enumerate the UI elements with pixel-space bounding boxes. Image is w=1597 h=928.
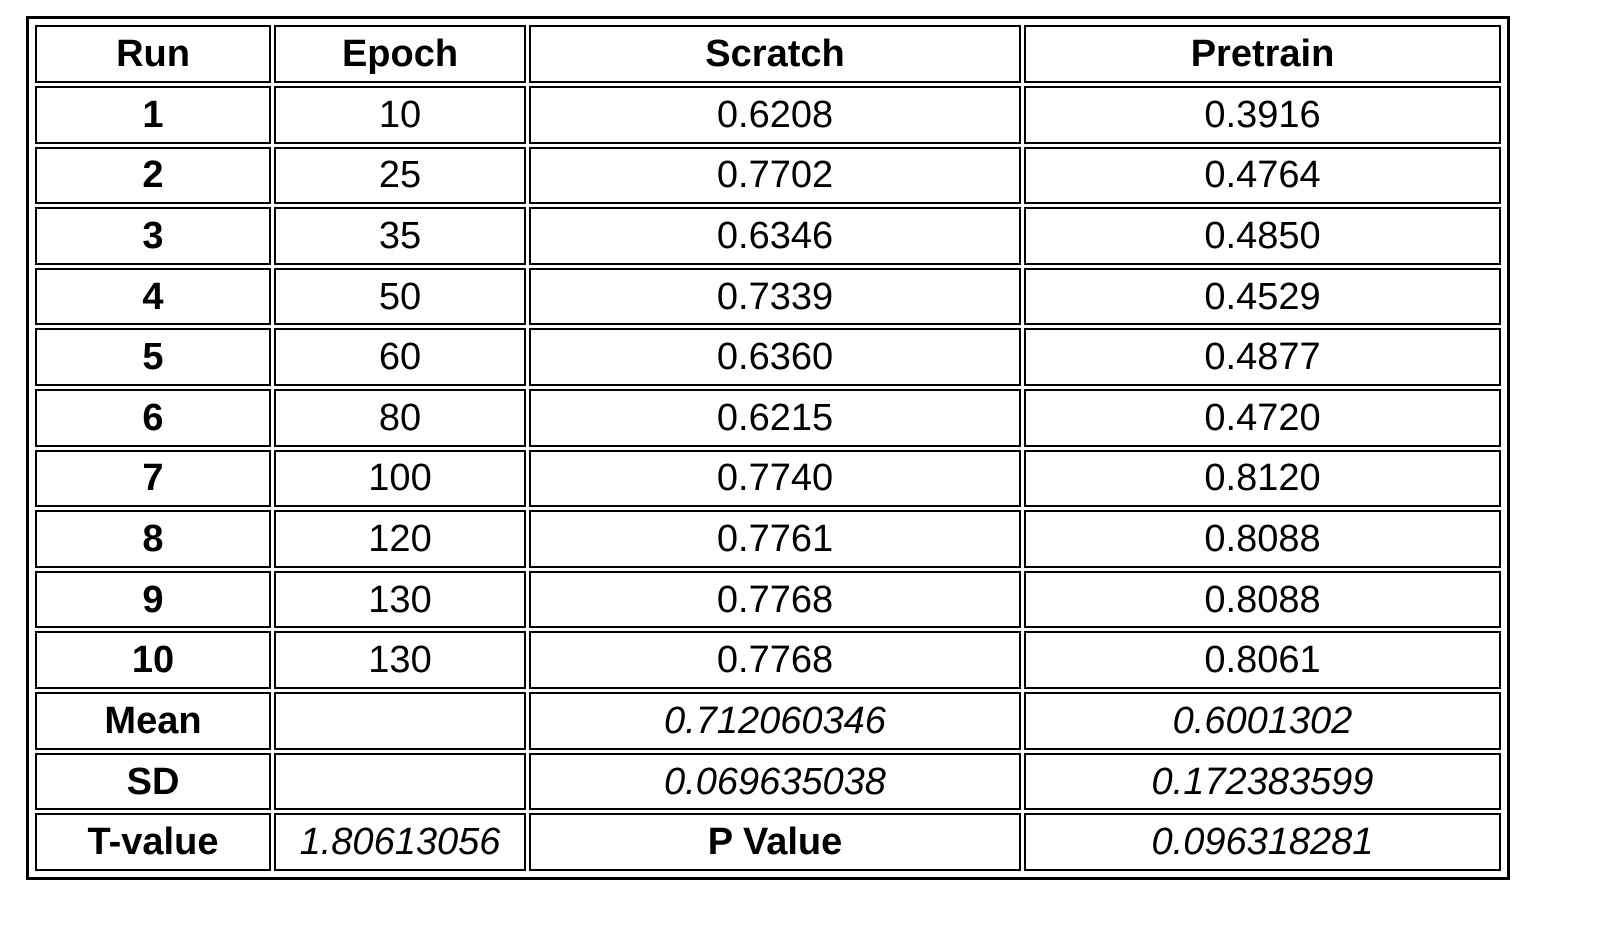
run-cell: 5 — [35, 328, 271, 387]
run-cell: 2 — [35, 146, 271, 205]
table-row: 2 25 0.7702 0.4764 — [35, 146, 1501, 205]
pretrain-cell: 0.8088 — [1024, 510, 1501, 568]
scratch-cell: 0.7740 — [529, 449, 1021, 508]
run-cell: 3 — [35, 207, 271, 265]
header-run: Run — [35, 25, 271, 83]
epoch-cell: 120 — [274, 510, 526, 568]
header-pretrain: Pretrain — [1024, 25, 1501, 83]
epoch-cell: 130 — [274, 631, 526, 690]
scratch-cell: 0.7702 — [529, 146, 1021, 205]
epoch-cell: 80 — [274, 389, 526, 447]
pretrain-cell: 0.4764 — [1024, 146, 1501, 205]
pretrain-cell: 0.4850 — [1024, 207, 1501, 265]
table-row: 9 130 0.7768 0.8088 — [35, 570, 1501, 629]
epoch-cell: 35 — [274, 207, 526, 265]
tvalue-value: 1.80613056 — [274, 813, 526, 871]
scratch-cell: 0.7768 — [529, 631, 1021, 690]
run-cell: 6 — [35, 389, 271, 447]
sd-pretrain: 0.172383599 — [1024, 752, 1501, 811]
pretrain-cell: 0.8061 — [1024, 631, 1501, 690]
mean-scratch: 0.712060346 — [529, 692, 1021, 750]
header-epoch: Epoch — [274, 25, 526, 83]
pretrain-cell: 0.4877 — [1024, 328, 1501, 387]
pretrain-cell: 0.8120 — [1024, 449, 1501, 508]
scratch-cell: 0.7761 — [529, 510, 1021, 568]
tvalue-label: T-value — [35, 813, 271, 871]
header-scratch: Scratch — [529, 25, 1021, 83]
table-row: 6 80 0.6215 0.4720 — [35, 389, 1501, 447]
table-row: 7 100 0.7740 0.8120 — [35, 449, 1501, 508]
run-cell: 7 — [35, 449, 271, 508]
pretrain-cell: 0.8088 — [1024, 570, 1501, 629]
run-cell: 1 — [35, 86, 271, 144]
sd-label: SD — [35, 752, 271, 811]
mean-row: Mean 0.712060346 0.6001302 — [35, 692, 1501, 750]
run-cell: 9 — [35, 570, 271, 629]
header-row: Run Epoch Scratch Pretrain — [35, 25, 1501, 83]
scratch-cell: 0.6215 — [529, 389, 1021, 447]
table-row: 10 130 0.7768 0.8061 — [35, 631, 1501, 690]
table-row: 5 60 0.6360 0.4877 — [35, 328, 1501, 387]
epoch-cell: 130 — [274, 570, 526, 629]
table-row: 3 35 0.6346 0.4850 — [35, 207, 1501, 265]
epoch-cell: 100 — [274, 449, 526, 508]
pretrain-cell: 0.3916 — [1024, 86, 1501, 144]
table-row: 1 10 0.6208 0.3916 — [35, 86, 1501, 144]
results-table-frame: Run Epoch Scratch Pretrain 1 10 0.6208 0… — [26, 16, 1510, 880]
mean-pretrain: 0.6001302 — [1024, 692, 1501, 750]
pretrain-cell: 0.4529 — [1024, 267, 1501, 326]
run-cell: 4 — [35, 267, 271, 326]
results-table: Run Epoch Scratch Pretrain 1 10 0.6208 0… — [32, 22, 1504, 874]
sd-epoch-empty — [274, 752, 526, 811]
scratch-cell: 0.6208 — [529, 86, 1021, 144]
pvalue-value: 0.096318281 — [1024, 813, 1501, 871]
scratch-cell: 0.7768 — [529, 570, 1021, 629]
table-row: 4 50 0.7339 0.4529 — [35, 267, 1501, 326]
pretrain-cell: 0.4720 — [1024, 389, 1501, 447]
sd-scratch: 0.069635038 — [529, 752, 1021, 811]
epoch-cell: 60 — [274, 328, 526, 387]
table-row: 8 120 0.7761 0.8088 — [35, 510, 1501, 568]
epoch-cell: 25 — [274, 146, 526, 205]
scratch-cell: 0.6346 — [529, 207, 1021, 265]
mean-label: Mean — [35, 692, 271, 750]
epoch-cell: 50 — [274, 267, 526, 326]
pvalue-label: P Value — [529, 813, 1021, 871]
run-cell: 10 — [35, 631, 271, 690]
sd-row: SD 0.069635038 0.172383599 — [35, 752, 1501, 811]
run-cell: 8 — [35, 510, 271, 568]
tvalue-row: T-value 1.80613056 P Value 0.096318281 — [35, 813, 1501, 871]
mean-epoch-empty — [274, 692, 526, 750]
scratch-cell: 0.7339 — [529, 267, 1021, 326]
scratch-cell: 0.6360 — [529, 328, 1021, 387]
epoch-cell: 10 — [274, 86, 526, 144]
